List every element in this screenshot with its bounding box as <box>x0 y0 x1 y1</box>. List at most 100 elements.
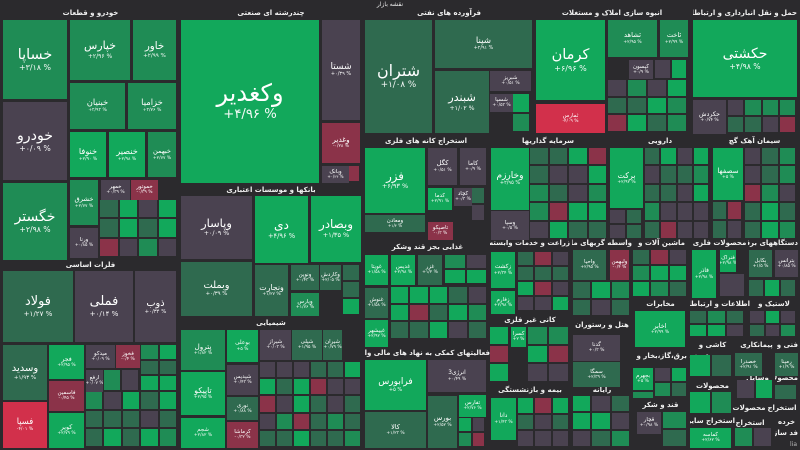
stock-tile-small[interactable] <box>294 413 309 429</box>
stock-tile-small[interactable] <box>573 396 591 412</box>
stock-tile[interactable]: پترول +۱/۸۲ % <box>181 330 225 370</box>
stock-tile-small[interactable] <box>588 166 606 183</box>
stock-tile[interactable]: وکغدیر +۴/۹۶ % <box>181 20 319 183</box>
stock-tile-small[interactable] <box>762 166 778 183</box>
stock-tile[interactable]: خاور +۲/۹۹ % <box>133 20 176 80</box>
stock-tile-small[interactable] <box>410 304 428 321</box>
stock-tile[interactable]: خبهمن +۲/۷۷ % <box>148 132 176 177</box>
stock-tile-small[interactable] <box>713 202 726 219</box>
stock-tile-small[interactable] <box>552 252 568 265</box>
stock-tile[interactable]: وخارزم +۲/۹۵ % <box>491 148 529 210</box>
stock-tile[interactable]: ثشاهد +۲/۹۵ % <box>608 20 657 57</box>
stock-tile-small[interactable] <box>781 324 795 336</box>
stock-tile[interactable]: فسپا -۴/۰۱ % <box>3 402 47 448</box>
stock-tile[interactable]: فاذر +۲/۹۸ % <box>692 250 716 298</box>
stock-tile-small[interactable] <box>669 266 686 280</box>
stock-tile[interactable]: ومعادن +۱/۴ % <box>365 215 425 232</box>
stock-tile-small[interactable] <box>693 184 708 202</box>
stock-tile-small[interactable] <box>513 113 529 131</box>
stock-tile-small[interactable] <box>754 428 771 446</box>
stock-tile-small[interactable] <box>535 282 551 295</box>
stock-tile-small[interactable] <box>745 100 761 115</box>
stock-tile[interactable]: شستا +۰/۳۹ % <box>322 20 360 120</box>
stock-tile[interactable]: تفارس +۲/۷۶ % <box>459 395 486 417</box>
stock-tile-small[interactable] <box>779 100 795 115</box>
stock-tile[interactable]: خنصیر +۲/۹۸ % <box>109 132 145 177</box>
stock-tile-small[interactable] <box>762 148 778 165</box>
stock-tile[interactable]: اخابر +۲/۹۹ % <box>635 311 685 347</box>
stock-tile-small[interactable] <box>122 410 140 428</box>
stock-tile-small[interactable] <box>141 345 158 359</box>
stock-tile[interactable]: وسپا +۰/۵ % <box>491 211 529 240</box>
stock-tile[interactable]: حکردش +۰/۷۴ % <box>693 100 726 134</box>
stock-tile-small[interactable] <box>645 166 660 183</box>
stock-tile-small[interactable] <box>391 322 409 338</box>
stock-tile-small[interactable] <box>588 184 606 202</box>
stock-tile-small[interactable] <box>569 148 587 165</box>
stock-tile-small[interactable] <box>490 364 508 381</box>
stock-tile-small[interactable] <box>472 188 484 203</box>
stock-tile-small[interactable] <box>726 324 743 336</box>
stock-tile[interactable]: شپلی +۱/۹۵ % <box>292 330 322 360</box>
stock-tile-small[interactable] <box>277 396 292 412</box>
stock-tile-small[interactable] <box>671 60 686 78</box>
stock-tile-small[interactable] <box>661 184 676 202</box>
stock-tile-small[interactable] <box>690 311 707 323</box>
stock-tile-small[interactable] <box>429 322 448 338</box>
stock-tile-small[interactable] <box>100 219 118 237</box>
stock-tile-small[interactable] <box>391 304 409 321</box>
stock-tile-small[interactable] <box>518 431 534 446</box>
stock-tile-small[interactable] <box>745 203 761 220</box>
stock-tile-small[interactable] <box>459 433 471 446</box>
stock-tile-small[interactable] <box>711 355 731 376</box>
stock-tile-small[interactable] <box>592 413 610 429</box>
stock-tile-small[interactable] <box>141 429 158 446</box>
stock-tile-small[interactable] <box>668 80 686 96</box>
stock-tile[interactable]: وکاردش +۲/۰۵ % <box>320 265 341 290</box>
stock-tile[interactable]: کچاد +۰/۳ % <box>454 188 472 206</box>
stock-tile[interactable]: شپنا +۲/۹۱ % <box>435 20 532 68</box>
stock-tile-small[interactable] <box>588 221 606 238</box>
stock-tile-small[interactable] <box>119 219 137 237</box>
stock-tile-small[interactable] <box>343 282 359 297</box>
stock-tile[interactable]: رمپنا +۱/۹ % <box>775 353 798 376</box>
stock-tile-small[interactable] <box>661 221 676 238</box>
stock-tile-small[interactable] <box>633 392 653 398</box>
stock-tile-small[interactable] <box>449 287 467 303</box>
stock-tile[interactable]: ذوب +۰/۳۴ % <box>135 271 176 342</box>
stock-tile[interactable]: ونوین +۰/۴۳ % <box>291 265 319 290</box>
stock-tile-small[interactable] <box>122 370 138 390</box>
stock-tile-small[interactable] <box>779 148 795 165</box>
stock-tile-small[interactable] <box>628 97 646 114</box>
stock-tile-small[interactable] <box>345 430 360 446</box>
stock-tile-small[interactable] <box>779 166 795 183</box>
stock-tile[interactable]: دانا +۱/۴۳ % <box>491 398 516 440</box>
stock-tile-small[interactable] <box>277 362 292 378</box>
stock-tile-small[interactable] <box>429 304 448 321</box>
stock-tile-small[interactable] <box>86 392 103 409</box>
stock-tile-small[interactable] <box>328 413 343 429</box>
stock-tile-small[interactable] <box>728 117 744 132</box>
stock-tile-small[interactable] <box>449 304 467 321</box>
stock-tile-small[interactable] <box>610 210 625 223</box>
stock-tile-small[interactable] <box>459 418 471 431</box>
stock-tile-small[interactable] <box>391 287 409 303</box>
stock-tile-small[interactable] <box>429 287 448 303</box>
stock-tile[interactable]: نوری +۰/۸۸ % <box>227 397 258 420</box>
stock-tile-small[interactable] <box>779 221 795 238</box>
stock-tile[interactable]: خودرو +۰/۰۹ % <box>3 102 67 180</box>
stock-tile-small[interactable] <box>260 379 275 395</box>
stock-tile[interactable]: ونجارت +۱/۲۷ % <box>255 265 288 316</box>
stock-tile-small[interactable] <box>573 413 591 429</box>
stock-tile[interactable]: ارفع +۰/۰۷ % <box>86 370 103 392</box>
stock-tile-small[interactable] <box>119 238 137 256</box>
stock-tile-small[interactable] <box>749 280 763 296</box>
stock-tile[interactable]: شجم +۲/۸۲ % <box>181 418 225 448</box>
stock-tile-small[interactable] <box>663 430 686 446</box>
stock-tile-small[interactable] <box>328 430 343 446</box>
stock-tile[interactable]: خصدرا +۲/۹۱ % <box>735 353 762 376</box>
stock-tile-small[interactable] <box>343 299 359 314</box>
stock-tile[interactable]: غدیس +۲/۹۸ % <box>391 255 415 285</box>
stock-tile-small[interactable] <box>690 324 707 336</box>
stock-tile-small[interactable] <box>445 255 465 268</box>
